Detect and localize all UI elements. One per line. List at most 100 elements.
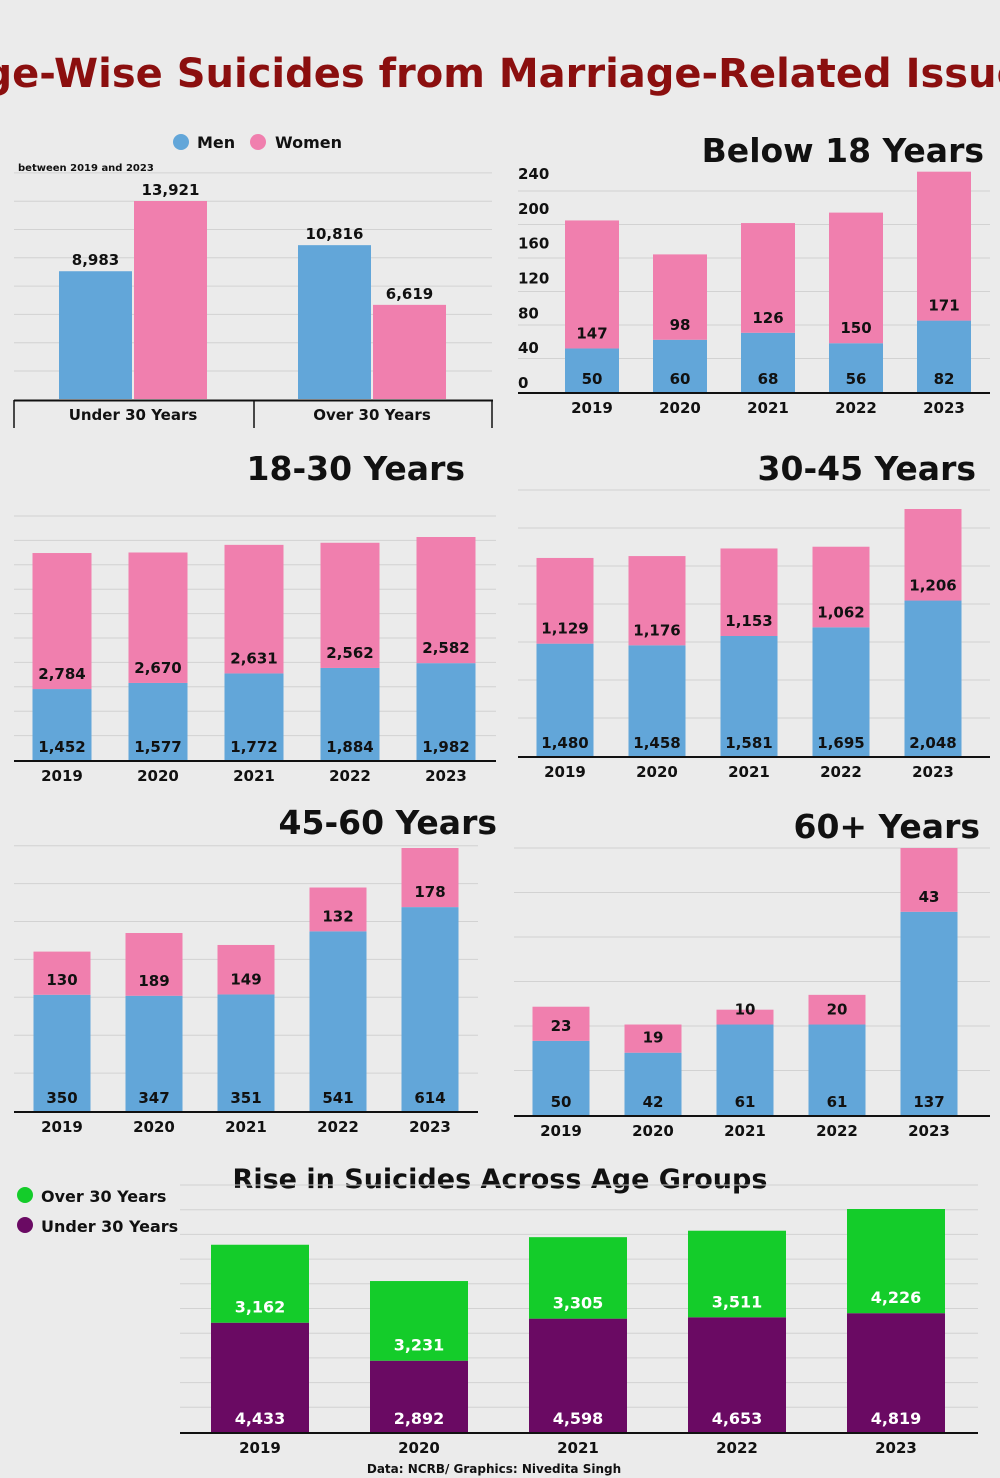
x-tick-label: 2021: [728, 763, 770, 781]
data-label: 10,816: [306, 225, 364, 243]
source-note: Data: NCRB/ Graphics: Nivedita Singh: [367, 1462, 621, 1476]
chart4-title: 45-60 Years: [279, 803, 497, 842]
bar-segment-1-2022: [309, 887, 367, 932]
legend-over30-label: Over 30 Years: [41, 1187, 166, 1206]
bar-segment-1-2020: [628, 556, 686, 646]
bar-segment-1-2019: [565, 220, 619, 349]
y-tick-label: 160: [518, 235, 549, 253]
bar-segment-1-2020: [125, 933, 183, 996]
data-label: 1,458: [633, 734, 680, 752]
chart0-subtitle: between 2019 and 2023: [18, 163, 154, 174]
bar-segment-1-2020: [370, 1281, 468, 1361]
bar-segment-1-2020: [624, 1024, 682, 1053]
data-label: 3,231: [394, 1336, 445, 1355]
bar-segment-1-2021: [716, 1009, 774, 1025]
data-label: 1,153: [725, 612, 772, 630]
data-label: 2,582: [422, 639, 469, 657]
legend-men-label: Men: [197, 133, 235, 152]
data-label: 130: [46, 971, 77, 989]
bar-segment-0-2023: [917, 320, 971, 392]
bar-men-1: [298, 245, 371, 399]
bar-segment-0-2021: [217, 994, 275, 1111]
legend-women-label: Women: [275, 133, 342, 152]
bar-segment-0-2022: [320, 667, 380, 760]
data-label: 1,695: [817, 734, 864, 752]
x-tick-label: 2019: [41, 767, 83, 785]
bar-segment-0-2023: [900, 911, 958, 1115]
x-tick-label: 2020: [133, 1118, 175, 1136]
bar-segment-0-2021: [716, 1024, 774, 1115]
x-tick-label: 2020: [636, 763, 678, 781]
x-tick-label: 2021: [747, 399, 789, 417]
data-label: 61: [735, 1093, 756, 1111]
data-label: 1,062: [817, 603, 864, 621]
bar-segment-1-2022: [829, 212, 883, 344]
data-label: 10: [735, 1001, 756, 1019]
legend-under30-label: Under 30 Years: [41, 1217, 178, 1236]
data-label: 4,598: [553, 1409, 604, 1428]
bar-segment-1-2021: [529, 1237, 627, 1319]
data-label: 68: [758, 370, 779, 388]
data-label: 50: [551, 1093, 572, 1111]
bar-women-0: [134, 201, 207, 399]
x-tick-label: 2019: [544, 763, 586, 781]
data-label: 4,226: [871, 1288, 922, 1307]
chart3-title: 30-45 Years: [758, 449, 976, 488]
bar-segment-1-2022: [320, 542, 380, 668]
bar-segment-1-2019: [33, 951, 91, 995]
x-tick-label: 2023: [923, 399, 965, 417]
bar-segment-0-2019: [565, 348, 619, 392]
bar-segment-1-2020: [653, 254, 707, 340]
x-tick-label: 2022: [816, 1122, 858, 1140]
bar-segment-0-2019: [33, 994, 91, 1111]
bar-segment-1-2023: [847, 1209, 945, 1314]
bar-segment-0-2023: [904, 600, 962, 756]
bar-segment-0-2021: [529, 1318, 627, 1432]
bar-segment-0-2020: [653, 339, 707, 392]
data-label: 60: [670, 370, 691, 388]
bar-segment-0-2023: [416, 663, 476, 760]
data-label: 82: [934, 370, 955, 388]
bar-segment-0-2019: [211, 1322, 309, 1432]
x-tick-label: 2020: [632, 1122, 674, 1140]
bar-segment-1-2019: [532, 1006, 590, 1041]
data-label: 3,162: [235, 1298, 286, 1317]
data-label: 1,176: [633, 621, 680, 639]
y-tick-label: 120: [518, 270, 549, 288]
bar-segment-0-2023: [401, 907, 459, 1111]
x-tick-label: 2022: [835, 399, 877, 417]
data-label: 171: [928, 297, 959, 315]
bar-segment-0-2023: [847, 1313, 945, 1432]
bar-segment-1-2019: [536, 557, 594, 644]
data-label: 20: [827, 1001, 848, 1019]
data-label: 42: [643, 1093, 664, 1111]
bar-segment-1-2021: [720, 548, 778, 636]
bar-segment-1-2020: [128, 552, 188, 683]
y-tick-label: 200: [518, 200, 549, 218]
legend-over30-swatch: [17, 1187, 33, 1203]
bar-segment-0-2022: [812, 627, 870, 756]
bar-segment-0-2020: [125, 995, 183, 1111]
data-label: 347: [138, 1089, 169, 1107]
x-tick-label: 2020: [659, 399, 701, 417]
data-label: 98: [670, 316, 691, 334]
bar-segment-0-2021: [720, 635, 778, 756]
data-label: 2,048: [909, 734, 956, 752]
category-label: Over 30 Years: [313, 406, 431, 424]
bar-segment-1-2022: [812, 546, 870, 628]
bar-segment-0-2020: [370, 1360, 468, 1432]
data-label: 4,819: [871, 1409, 922, 1428]
bar-segment-0-2019: [32, 689, 92, 760]
bar-segment-0-2019: [536, 643, 594, 756]
bar-women-1: [373, 304, 446, 399]
x-tick-label: 2023: [409, 1118, 451, 1136]
chart6-title: Rise in Suicides Across Age Groups: [233, 1164, 768, 1195]
x-tick-label: 2021: [557, 1439, 599, 1457]
data-label: 132: [322, 907, 353, 925]
data-label: 1,884: [326, 738, 373, 756]
data-label: 2,670: [134, 659, 181, 677]
data-label: 147: [576, 324, 607, 342]
x-tick-label: 2022: [317, 1118, 359, 1136]
data-label: 178: [414, 883, 445, 901]
